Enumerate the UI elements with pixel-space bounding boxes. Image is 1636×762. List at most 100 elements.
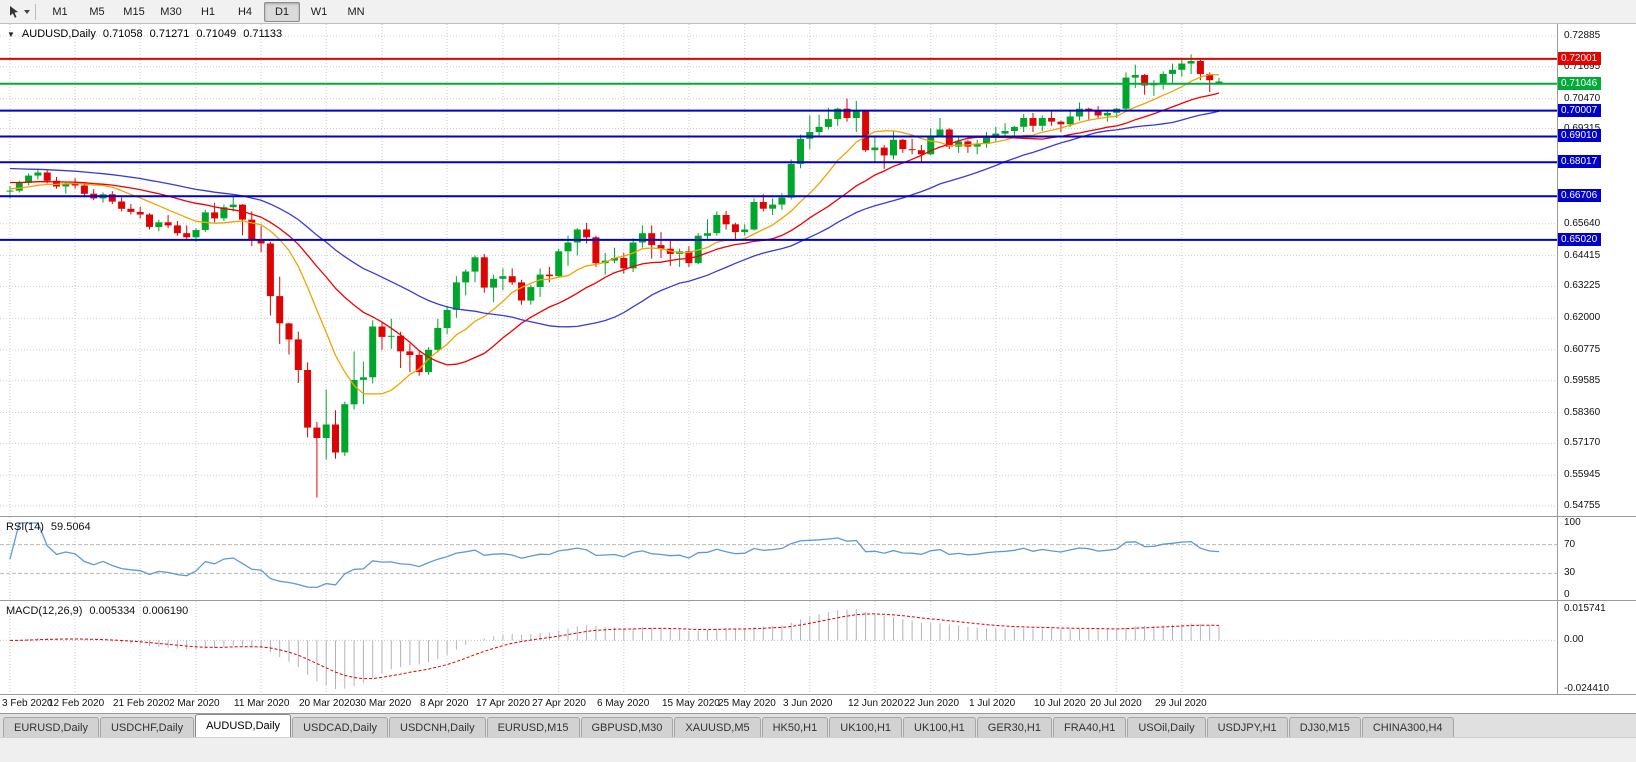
date-tick-label: 1 Jul 2020 (969, 698, 1016, 709)
main-grid-layer (0, 24, 1557, 516)
price-axis[interactable]: 0.72885 0.71695 0.70470 0.69315 0.65640 0.644… (1558, 24, 1636, 713)
status-strip (0, 737, 1636, 762)
ohlc-close: 0.71133 (243, 28, 283, 40)
date-tick-label: 21 Feb 2020 (113, 698, 170, 709)
date-tick-label: 20 Jul 2020 (1090, 698, 1142, 709)
price-tick-label: 0.70470 (1564, 93, 1601, 104)
rsi-tick-label: 0 (1564, 589, 1570, 600)
chart-tab-16-china300-h4[interactable]: CHINA300,H4 (1361, 717, 1454, 737)
rsi-header: RSI(14) 59.5064 (6, 521, 91, 533)
date-tick-label: 2 Mar 2020 (169, 698, 220, 709)
macd-canvas[interactable] (0, 601, 1557, 694)
chart-window: ▼ AUDUSD,Daily 0.71058 0.71271 0.71049 0… (0, 24, 1636, 713)
chart-tab-2-audusd-daily[interactable]: AUDUSD,Daily (195, 714, 292, 737)
chart-symbol-header: ▼ AUDUSD,Daily 0.71058 0.71271 0.71049 0… (7, 28, 282, 40)
time-axis-divider (0, 694, 1636, 695)
price-tick-label: 0.60775 (1564, 344, 1601, 355)
date-tick-label: 25 May 2020 (718, 698, 776, 709)
date-tick-label: 11 Mar 2020 (234, 698, 290, 709)
macd-label: MACD(12,26,9) (6, 605, 83, 617)
hline-price-label: 0.70007 (1558, 104, 1602, 117)
chart-tab-4-usdcnh-daily[interactable]: USDCNH,Daily (389, 717, 486, 737)
toolbar-separator (35, 3, 36, 20)
rsi-canvas[interactable] (0, 517, 1557, 600)
chart-tab-1-usdchf-daily[interactable]: USDCHF,Daily (99, 717, 195, 737)
hline-price-label: 0.69010 (1558, 129, 1602, 142)
price-tick-label: 0.64415 (1564, 250, 1601, 261)
chart-tab-7-xauusd-m5[interactable]: XAUUSD,M5 (674, 717, 761, 737)
price-tick-label: 0.59585 (1564, 375, 1601, 386)
cursor-tool-caret-icon[interactable] (24, 9, 30, 14)
ohlc-low: 0.71049 (196, 28, 237, 40)
pane-divider-rsi[interactable] (0, 516, 1636, 517)
date-tick-label: 8 Apr 2020 (420, 698, 469, 709)
price-tick-label: 0.58360 (1564, 407, 1601, 418)
price-tick-label: 0.69315 (1564, 123, 1600, 135)
moving-averages-layer (9, 73, 1220, 395)
hline-price-label: 0.71046 (1558, 77, 1602, 90)
timeframe-button-m1[interactable]: M1 (52, 5, 68, 18)
chart-tab-10-uk100-h1[interactable]: UK100,H1 (903, 717, 976, 737)
chart-tab-14-usdjpy-h1[interactable]: USDJPY,H1 (1206, 717, 1288, 737)
timeframe-button-m5[interactable]: M5 (89, 5, 105, 18)
chart-tab-8-hk50-h1[interactable]: HK50,H1 (761, 717, 829, 737)
rsi-tick-label: 70 (1564, 539, 1576, 550)
macd-min-label: -0.024410 (1564, 683, 1610, 694)
timeframe-button-w1[interactable]: W1 (310, 5, 328, 18)
horizontal-lines-layer[interactable] (0, 57, 1557, 241)
time-axis[interactable]: 3 Feb 2020 12 Feb 2020 21 Feb 2020 2 Mar 20… (0, 695, 1557, 713)
chart-tab-6-gbpusd-m30[interactable]: GBPUSD,M30 (580, 717, 674, 737)
pane-divider-macd[interactable] (0, 600, 1636, 601)
chart-tab-0-eurusd-daily[interactable]: EURUSD,Daily (3, 717, 99, 737)
hline-price-label: 0.65020 (1558, 233, 1602, 246)
date-tick-label: 6 May 2020 (597, 698, 650, 709)
symbol-dropdown-icon[interactable]: ▼ (7, 29, 15, 39)
macd-grid-layer (0, 601, 1557, 694)
macd-signal-line (9, 613, 1220, 680)
timeframe-button-h4[interactable]: H4 (237, 5, 253, 18)
date-tick-label: 10 Jul 2020 (1034, 698, 1086, 709)
date-tick-label: 22 Jun 2020 (904, 698, 960, 709)
price-tick-label: 0.72885 (1564, 30, 1601, 41)
chart-tab-bar: EURUSD,Daily USDCHF,Daily AUDUSD,Daily USDC… (0, 713, 1636, 737)
timeframe-button-m30[interactable]: M30 (160, 5, 182, 18)
timeframe-button-m15[interactable]: M15 (123, 5, 145, 18)
price-axis-separator (1557, 24, 1558, 694)
date-tick-label: 15 May 2020 (662, 698, 720, 709)
price-chart-canvas[interactable] (0, 24, 1557, 516)
macd-histogram-layer (18, 609, 1220, 689)
chart-tab-5-eurusd-m15[interactable]: EURUSD,M15 (486, 717, 580, 737)
ohlc-open: 0.71058 (102, 28, 143, 40)
cursor-tool-icon[interactable] (5, 3, 23, 21)
price-tick-label: 0.57170 (1564, 437, 1601, 448)
rsi-tick-label: 100 (1564, 517, 1581, 528)
price-tick-label: 0.62000 (1564, 312, 1601, 323)
timeframe-group: M1 M5 M15 M30 H1 H4 D1 W1 MN (42, 1, 374, 22)
price-tick-label: 0.65640 (1564, 218, 1601, 229)
date-tick-label: 30 Mar 2020 (355, 698, 412, 709)
chart-tab-9-uk100-h1[interactable]: UK100,H1 (829, 717, 903, 737)
price-tick-label: 0.71695 (1564, 61, 1601, 72)
chart-tab-15-dj30-m15[interactable]: DJ30,M15 (1288, 717, 1361, 737)
price-tick-label: 0.55945 (1564, 469, 1601, 480)
hline-price-label: 0.68017 (1558, 155, 1602, 168)
date-tick-label: 3 Feb 2020 (2, 698, 53, 709)
timeframe-button-d1[interactable]: D1 (264, 1, 300, 22)
chart-tab-11-ger30-h1[interactable]: GER30,H1 (976, 717, 1052, 737)
rsi-label: RSI(14) (6, 521, 44, 533)
hline-price-label: 0.66706 (1558, 189, 1602, 202)
chart-tab-3-usdcad-daily[interactable]: USDCAD,Daily (292, 717, 389, 737)
date-tick-label: 12 Feb 2020 (48, 698, 105, 709)
ohlc-high: 0.71271 (149, 28, 190, 40)
toolbar: M1 M5 M15 M30 H1 H4 D1 W1 MN (0, 0, 1636, 24)
chart-tab-12-fra40-h1[interactable]: FRA40,H1 (1052, 717, 1127, 737)
timeframe-button-mn[interactable]: MN (347, 5, 365, 18)
macd-main-value: 0.005334 (89, 605, 136, 617)
date-tick-label: 27 Apr 2020 (532, 698, 586, 709)
hline-price-label: 0.72001 (1558, 52, 1602, 65)
chart-tab-13-usoil-daily[interactable]: USOil,Daily (1127, 717, 1206, 737)
date-tick-label: 20 Mar 2020 (299, 698, 356, 709)
timeframe-button-h1[interactable]: H1 (200, 5, 216, 18)
macd-max-label: 0.015741 (1564, 603, 1606, 614)
